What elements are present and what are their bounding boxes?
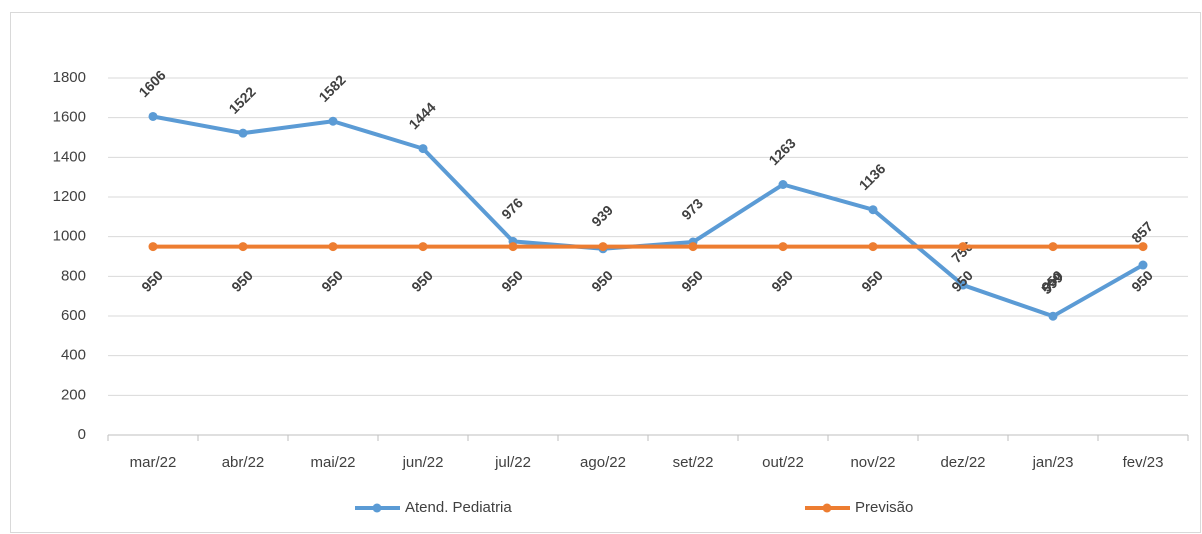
point [1138,242,1148,252]
point [418,144,428,154]
x-tick-label: mai/22 [310,454,355,471]
legend-marker [372,503,382,513]
y-tick-label: 1600 [53,109,86,126]
y-tick-label: 0 [78,426,86,443]
x-tick-label: jul/22 [494,454,531,471]
x-tick-label: jan/23 [1032,454,1074,471]
chart-frame [10,12,1201,533]
y-tick-label: 1200 [53,188,86,205]
x-tick-label: nov/22 [850,454,895,471]
point [688,242,698,252]
y-tick-label: 1800 [53,69,86,86]
x-tick-label: set/22 [673,454,714,471]
point [598,242,608,252]
point [238,128,248,138]
point [958,280,968,290]
y-tick-label: 200 [61,386,86,403]
legend-label: Previsão [855,499,913,516]
x-tick-label: mar/22 [130,454,177,471]
point [148,111,158,121]
y-tick-label: 1400 [53,148,86,165]
point [328,116,338,126]
y-tick-label: 600 [61,307,86,324]
point [1138,260,1148,270]
point [238,242,248,252]
point [508,242,518,252]
point [958,242,968,252]
legend-label: Atend. Pediatria [405,499,512,516]
point [1048,311,1058,321]
point [148,242,158,252]
y-tick-label: 400 [61,347,86,364]
point [868,242,878,252]
x-tick-label: ago/22 [580,454,626,471]
x-tick-label: jun/22 [402,454,444,471]
x-tick-label: dez/22 [940,454,985,471]
point [778,180,788,190]
point [868,205,878,215]
x-tick-label: out/22 [762,454,804,471]
x-tick-label: fev/23 [1123,454,1164,471]
point [328,242,338,252]
point [1048,242,1058,252]
y-tick-label: 1000 [53,228,86,245]
point [418,242,428,252]
point [778,242,788,252]
x-tick-label: abr/22 [222,454,265,471]
legend-marker [822,503,832,513]
y-tick-label: 800 [61,267,86,284]
